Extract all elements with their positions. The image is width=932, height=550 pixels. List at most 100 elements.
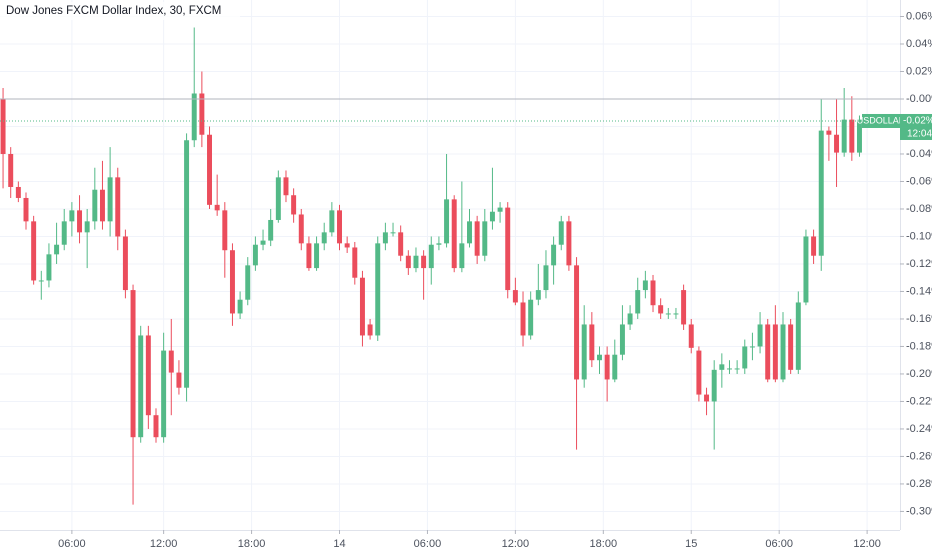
candle-body — [650, 280, 656, 306]
candle-body — [15, 186, 21, 198]
candle-body — [130, 290, 136, 438]
candle-body — [245, 265, 251, 300]
candle-body — [252, 244, 258, 266]
candle-body — [99, 189, 105, 222]
candle-body — [421, 255, 427, 269]
candle-body — [696, 350, 702, 395]
candle-body — [558, 221, 564, 245]
candle-body — [566, 221, 572, 266]
candle-body — [367, 324, 373, 336]
candle-body — [688, 324, 694, 348]
y-tick-label: -0.10% — [906, 230, 932, 242]
candle-body — [161, 350, 167, 438]
candle-body — [742, 346, 748, 369]
candle-body — [765, 324, 771, 380]
candle-body — [138, 335, 144, 438]
candle-body — [428, 244, 434, 269]
x-tick-label: 06:00 — [58, 538, 86, 550]
candle-body — [467, 221, 472, 244]
candle-body — [344, 243, 350, 248]
y-tick-label: -0.00% — [906, 93, 932, 105]
y-tick-label: -0.22% — [906, 395, 932, 407]
candle-body — [61, 221, 67, 245]
candle-body — [589, 324, 595, 361]
candle-body — [23, 197, 29, 222]
candle-body — [474, 221, 480, 256]
candle-body — [107, 177, 113, 222]
candle-body — [826, 130, 832, 135]
candle-body — [574, 265, 580, 380]
candle-body — [658, 305, 664, 314]
candle-body — [77, 210, 83, 233]
candle-body — [849, 119, 855, 153]
candle-body — [413, 255, 419, 269]
countdown-box — [900, 127, 932, 140]
countdown-label: 12:04 — [907, 129, 932, 140]
candle-body — [38, 280, 44, 282]
candle-body — [184, 140, 190, 388]
candle-body — [512, 290, 518, 303]
candle-body — [719, 364, 725, 370]
x-tick-label: 18:00 — [238, 538, 266, 550]
candle-body — [306, 243, 312, 269]
candle-body — [390, 232, 396, 234]
candle-body — [314, 243, 320, 269]
candle-body — [581, 324, 587, 380]
candle-body — [757, 324, 763, 347]
candle-body — [551, 244, 557, 266]
candle-body — [54, 244, 60, 255]
y-tick-label: -0.06% — [906, 175, 932, 187]
candle-body — [69, 210, 75, 222]
candle-body — [191, 93, 197, 141]
candle-body — [359, 277, 365, 336]
candle-body — [168, 350, 174, 373]
candle-body — [237, 299, 243, 314]
candle-body — [405, 255, 411, 269]
y-tick-label: -0.14% — [906, 285, 932, 297]
candle-body — [207, 134, 213, 205]
candle-body — [321, 232, 327, 244]
candle-body — [834, 134, 840, 153]
candle-body — [176, 372, 182, 388]
candle-body — [749, 346, 755, 348]
symbol-label-box — [862, 113, 900, 128]
candle-body — [260, 240, 266, 245]
candle-body — [229, 250, 235, 314]
candle-body — [268, 219, 274, 241]
candle-body — [681, 290, 687, 325]
candle-body — [635, 290, 641, 314]
candle-body — [298, 214, 304, 244]
y-tick-label: -0.08% — [906, 203, 932, 215]
y-tick-label: -0.30% — [906, 505, 932, 517]
candle-body — [122, 236, 128, 291]
candle-body — [329, 210, 335, 233]
candle-body — [818, 130, 824, 256]
y-tick-label: 0.06% — [906, 10, 932, 22]
candle-body — [459, 243, 465, 269]
candle-body — [115, 177, 121, 237]
candle-body — [520, 302, 526, 336]
candle-body — [444, 199, 450, 244]
title-backdrop — [0, 2, 240, 20]
last-value-label: -0.02% — [903, 116, 932, 127]
candle-body — [642, 280, 648, 291]
x-tick-label: 06:00 — [414, 538, 442, 550]
candle-body — [604, 354, 610, 380]
candle-body — [788, 324, 794, 370]
candle-body — [528, 299, 534, 336]
candle-body — [497, 207, 503, 212]
candle-body — [811, 236, 817, 256]
y-tick-label: -0.04% — [906, 148, 932, 160]
y-tick-label: -0.28% — [906, 478, 932, 490]
candle-body — [31, 221, 37, 281]
candle-body — [734, 368, 740, 370]
candle-body — [612, 354, 618, 380]
candle-body — [145, 335, 151, 416]
last-value-box — [900, 113, 932, 128]
candle-body — [803, 236, 809, 303]
candle-body — [505, 207, 511, 291]
y-tick-label: -0.16% — [906, 313, 932, 325]
candle-body — [482, 221, 488, 256]
candle-body — [841, 119, 847, 153]
y-tick-label: 0.02% — [906, 65, 932, 77]
